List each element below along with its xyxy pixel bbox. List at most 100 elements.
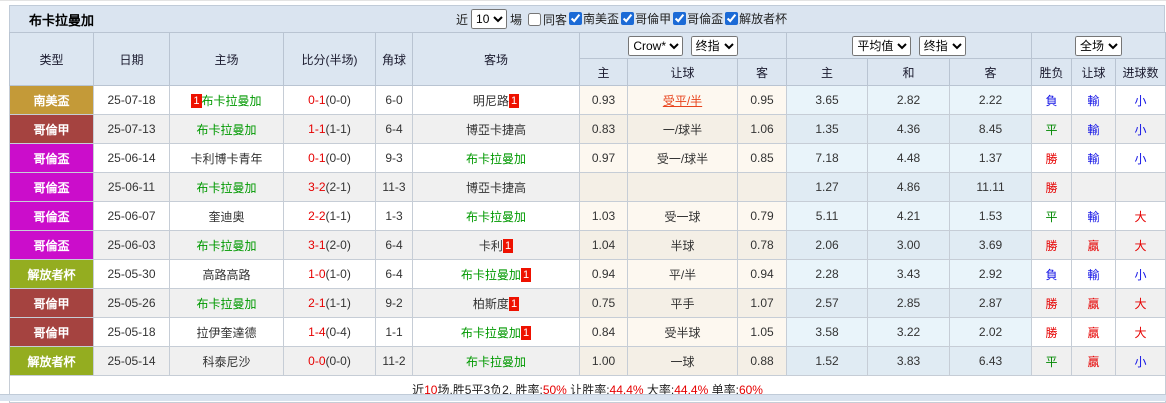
handicap-line-text: 平/半 <box>668 267 697 282</box>
match-date: 25-07-13 <box>93 114 170 144</box>
rank-badge: 1 <box>520 267 532 282</box>
summary-segment: 10 <box>424 382 438 397</box>
avg-home-odds: 3.65 <box>786 85 869 115</box>
result-cell: 大 <box>1115 230 1166 260</box>
home-team-cell: 卡利博卡青年 <box>169 143 284 173</box>
match-row: 哥倫甲 25-05-18 拉伊奎達德 1-4(0-4) 1-1 布卡拉曼加 1 0.84 受半球… <box>9 317 1166 347</box>
summary-segment: 让胜率: <box>566 382 610 397</box>
col-header-goals: 进球数 <box>1115 58 1166 86</box>
col-header-score: 比分(半场) <box>283 32 376 86</box>
avg-draw-odds: 4.36 <box>867 114 951 144</box>
corner-count: 9-2 <box>375 288 413 318</box>
home-team-name: 布卡拉曼加 <box>196 122 257 137</box>
avg-source-select[interactable]: 平均值 <box>852 35 912 56</box>
result-cell: 勝 <box>1031 143 1073 173</box>
league-type-badge: 南美盃 <box>9 85 94 115</box>
rank-badge: 1 <box>508 296 520 311</box>
same-away-label: 同客 <box>543 12 568 27</box>
result-cell: 贏 <box>1071 288 1117 318</box>
recent-count-select[interactable]: 10 <box>471 9 508 29</box>
handicap-home-odds: 1.04 <box>579 230 628 260</box>
handicap-line: 受半球 <box>627 317 738 347</box>
result-cell: 勝 <box>1031 288 1073 318</box>
halftime-score: (1-1) <box>325 296 351 310</box>
halftime-score: (2-1) <box>325 180 351 194</box>
result-text: 小 <box>1134 151 1147 166</box>
odds-stage-select-2[interactable]: 终指 <box>918 35 966 56</box>
odds-stage-select-1[interactable]: 终指 <box>690 35 738 56</box>
avg-away-odds: 1.37 <box>949 143 1033 173</box>
score-cell: 3-2(2-1) <box>283 172 376 202</box>
home-team-cell: 布卡拉曼加 <box>169 230 284 260</box>
result-text: 小 <box>1134 122 1147 137</box>
avg-draw-odds: 3.00 <box>867 230 951 260</box>
summary-segment: 44.4% <box>674 382 709 397</box>
handicap-away-odds: 0.79 <box>736 201 788 231</box>
home-team-cell: 科泰尼沙 <box>169 346 284 376</box>
away-team-cell: 布卡拉曼加 1 <box>412 259 580 289</box>
handicap-away-odds <box>736 172 788 202</box>
avg-away-odds: 6.43 <box>949 346 1033 376</box>
col-header-handicap: 让球 <box>627 58 738 86</box>
result-cell: 小 <box>1115 346 1166 376</box>
result-cell: 大 <box>1115 317 1166 347</box>
avg-away-odds: 2.22 <box>949 85 1033 115</box>
home-team-name: 布卡拉曼加 <box>196 238 257 253</box>
handicap-line: 受平/半 <box>627 85 738 115</box>
league-filter-checkbox[interactable] <box>621 12 635 25</box>
avg-home-odds: 2.57 <box>786 288 869 318</box>
away-team-name: 卡利 <box>478 238 503 253</box>
col-header-avg-draw: 和 <box>867 58 951 86</box>
away-team-cell: 布卡拉曼加 1 <box>412 317 580 347</box>
league-filter-checkbox[interactable] <box>673 12 687 25</box>
handicap-line-text: 一球 <box>670 354 695 369</box>
result-text: 輸 <box>1087 122 1100 137</box>
handicap-home-odds: 1.00 <box>579 346 628 376</box>
handicap-line: 平/半 <box>627 259 738 289</box>
col-header-away: 客场 <box>412 32 580 86</box>
summary-segment: 44.4% <box>609 382 644 397</box>
result-text: 贏 <box>1087 354 1100 369</box>
same-away-checkbox[interactable] <box>528 12 542 26</box>
avg-draw-odds: 2.85 <box>867 288 951 318</box>
home-team-name: 布卡拉曼加 <box>196 296 257 311</box>
result-text: 輸 <box>1087 93 1100 108</box>
match-rows: 南美盃 25-07-18 1 布卡拉曼加 0-1(0-0) 6-0 明尼路 1 0.93 受平/半… <box>9 85 1166 376</box>
result-cell: 平 <box>1031 346 1073 376</box>
home-team-cell: 高路高路 <box>169 259 284 289</box>
match-date: 25-05-26 <box>93 288 170 318</box>
corner-count: 6-4 <box>375 114 413 144</box>
halftime-score: (0-0) <box>325 93 351 107</box>
away-team-cell: 布卡拉曼加 <box>412 201 580 231</box>
home-team-cell: 布卡拉曼加 <box>169 288 284 318</box>
result-text: 大 <box>1134 238 1147 253</box>
handicap-line: 半球 <box>627 230 738 260</box>
corner-count: 11-2 <box>375 346 413 376</box>
odds-source-select[interactable]: Crow* <box>628 35 684 56</box>
result-cell: 平 <box>1031 114 1073 144</box>
handicap-home-odds: 0.84 <box>579 317 628 347</box>
result-cell <box>1071 172 1117 202</box>
league-type-badge: 哥倫甲 <box>9 288 94 318</box>
summary-segment: 近 <box>412 382 425 397</box>
result-cell: 輸 <box>1071 114 1117 144</box>
league-filter-checkbox[interactable] <box>725 12 739 25</box>
halftime-score: (1-1) <box>325 122 351 136</box>
result-cell: 輸 <box>1071 143 1117 173</box>
fulltime-score: 0-1 <box>308 93 326 107</box>
scope-select[interactable]: 全场 <box>1075 35 1123 56</box>
avg-away-odds: 8.45 <box>949 114 1033 144</box>
corner-count: 6-4 <box>375 230 413 260</box>
summary-segment: 50% <box>542 382 567 397</box>
league-filters: 南美盃 哥倫甲 哥倫盃 解放者杯 <box>567 10 787 28</box>
corner-count: 6-0 <box>375 85 413 115</box>
handicap-line-text: 受平/半 <box>662 93 703 108</box>
away-team-name: 布卡拉曼加 <box>460 325 521 340</box>
score-cell: 1-0(1-0) <box>283 259 376 289</box>
handicap-away-odds: 0.94 <box>736 259 788 289</box>
score-cell: 2-2(1-1) <box>283 201 376 231</box>
avg-draw-odds: 3.22 <box>867 317 951 347</box>
handicap-line-text: 半球 <box>670 238 695 253</box>
league-filter-checkbox[interactable] <box>569 12 583 25</box>
handicap-line-text: 受一球 <box>664 209 701 224</box>
